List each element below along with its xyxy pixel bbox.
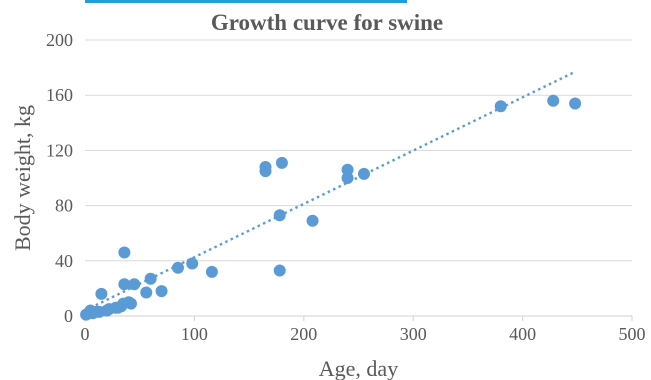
data-point-17 <box>128 278 141 291</box>
y-tick-label-200: 200 <box>46 30 73 50</box>
data-point-29 <box>306 214 319 227</box>
data-point-32 <box>357 167 370 180</box>
x-tick-label-500: 500 <box>619 324 646 344</box>
x-tick-label-200: 200 <box>290 324 317 344</box>
data-point-28 <box>275 156 288 169</box>
y-tick-labels: 0 40 80 120 160 200 <box>46 30 73 326</box>
x-tick-labels: 0 100 200 300 400 500 <box>81 324 646 344</box>
data-point-33 <box>494 100 507 113</box>
data-point-14 <box>118 278 131 291</box>
data-point-19 <box>144 272 157 285</box>
x-tick-label-100: 100 <box>181 324 208 344</box>
x-tick-label-400: 400 <box>509 324 536 344</box>
data-point-31 <box>341 172 354 184</box>
axes <box>84 315 633 321</box>
gridlines <box>85 39 632 262</box>
y-tick-label-0: 0 <box>64 306 73 326</box>
data-point-18 <box>140 286 153 299</box>
data-point-25 <box>259 165 272 178</box>
data-point-26 <box>273 209 286 222</box>
x-tick-label-300: 300 <box>400 324 427 344</box>
linear-trendline <box>84 70 576 312</box>
data-point-16 <box>124 297 137 310</box>
data-point-22 <box>186 257 199 270</box>
data-point-20 <box>155 285 168 298</box>
data-point-6 <box>95 287 108 300</box>
data-point-35 <box>569 97 582 110</box>
y-axis-label: Body weight, kg <box>10 105 35 251</box>
y-tick-label-160: 160 <box>46 85 73 105</box>
y-tick-label-120: 120 <box>46 140 73 160</box>
data-point-21 <box>171 261 184 274</box>
data-point-30 <box>341 163 354 176</box>
x-tick-label-0: 0 <box>81 324 90 344</box>
trendline-group <box>84 70 576 312</box>
top-accent-bar <box>85 0 407 3</box>
x-axis-label: Age, day <box>319 356 398 380</box>
y-tick-label-40: 40 <box>55 251 73 271</box>
data-point-27 <box>273 264 286 277</box>
data-point-23 <box>205 265 218 278</box>
data-point-13 <box>118 246 131 259</box>
y-tick-label-80: 80 <box>55 196 73 216</box>
data-points <box>80 94 582 321</box>
chart-title: Growth curve for swine <box>211 10 443 35</box>
data-point-34 <box>547 94 560 107</box>
